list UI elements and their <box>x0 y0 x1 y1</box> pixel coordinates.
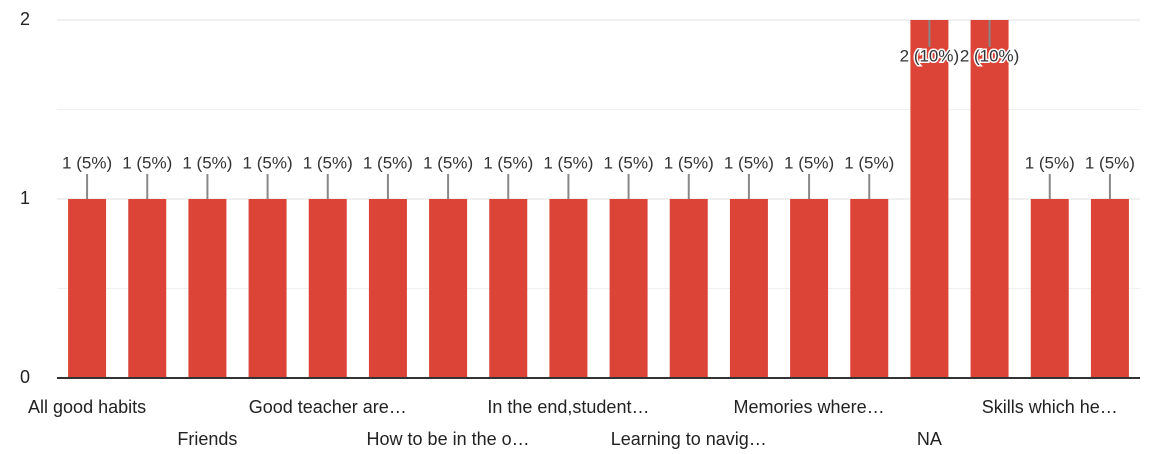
x-tick-label: Good teacher are… <box>249 397 407 417</box>
value-label: 1 (5%) <box>784 153 834 172</box>
value-label: 2 (10%) <box>960 46 1020 65</box>
x-tick-label: All good habits <box>28 397 146 417</box>
value-label: 1 (5%) <box>423 153 473 172</box>
x-tick-label: NA <box>917 429 942 449</box>
bar <box>850 199 889 378</box>
bar <box>910 20 949 378</box>
x-tick-label: Learning to navig… <box>611 429 767 449</box>
value-label: 1 (5%) <box>363 153 413 172</box>
y-tick-label: 0 <box>20 367 30 387</box>
value-label: 1 (5%) <box>483 153 533 172</box>
bar <box>368 199 407 378</box>
bar <box>1030 199 1069 378</box>
y-tick-label: 2 <box>20 9 30 29</box>
value-label: 1 (5%) <box>604 153 654 172</box>
value-label: 1 (5%) <box>182 153 232 172</box>
bar <box>970 20 1009 378</box>
value-label: 1 (5%) <box>1025 153 1075 172</box>
bar <box>669 199 708 378</box>
bar <box>308 199 347 378</box>
bar <box>790 199 829 378</box>
x-tick-label: How to be in the o… <box>367 429 530 449</box>
value-label: 1 (5%) <box>303 153 353 172</box>
value-label: 1 (5%) <box>1085 153 1135 172</box>
bar <box>489 199 528 378</box>
x-tick-label: In the end,student… <box>487 397 649 417</box>
y-tick-label: 1 <box>20 188 30 208</box>
bar <box>128 199 167 378</box>
bar <box>188 199 227 378</box>
bar <box>68 199 107 378</box>
bar <box>1090 199 1129 378</box>
value-label: 2 (10%) <box>900 46 960 65</box>
bar <box>429 199 468 378</box>
bar <box>609 199 648 378</box>
value-label: 1 (5%) <box>62 153 112 172</box>
value-label: 1 (5%) <box>724 153 774 172</box>
bar <box>248 199 287 378</box>
value-label: 1 (5%) <box>122 153 172 172</box>
value-label: 1 (5%) <box>543 153 593 172</box>
value-label: 1 (5%) <box>844 153 894 172</box>
x-tick-label: Memories where… <box>734 397 885 417</box>
x-tick-label: Skills which he… <box>982 397 1118 417</box>
value-label: 1 (5%) <box>243 153 293 172</box>
bar <box>729 199 768 378</box>
bar <box>549 199 588 378</box>
value-label: 1 (5%) <box>664 153 714 172</box>
x-tick-label: Friends <box>177 429 237 449</box>
